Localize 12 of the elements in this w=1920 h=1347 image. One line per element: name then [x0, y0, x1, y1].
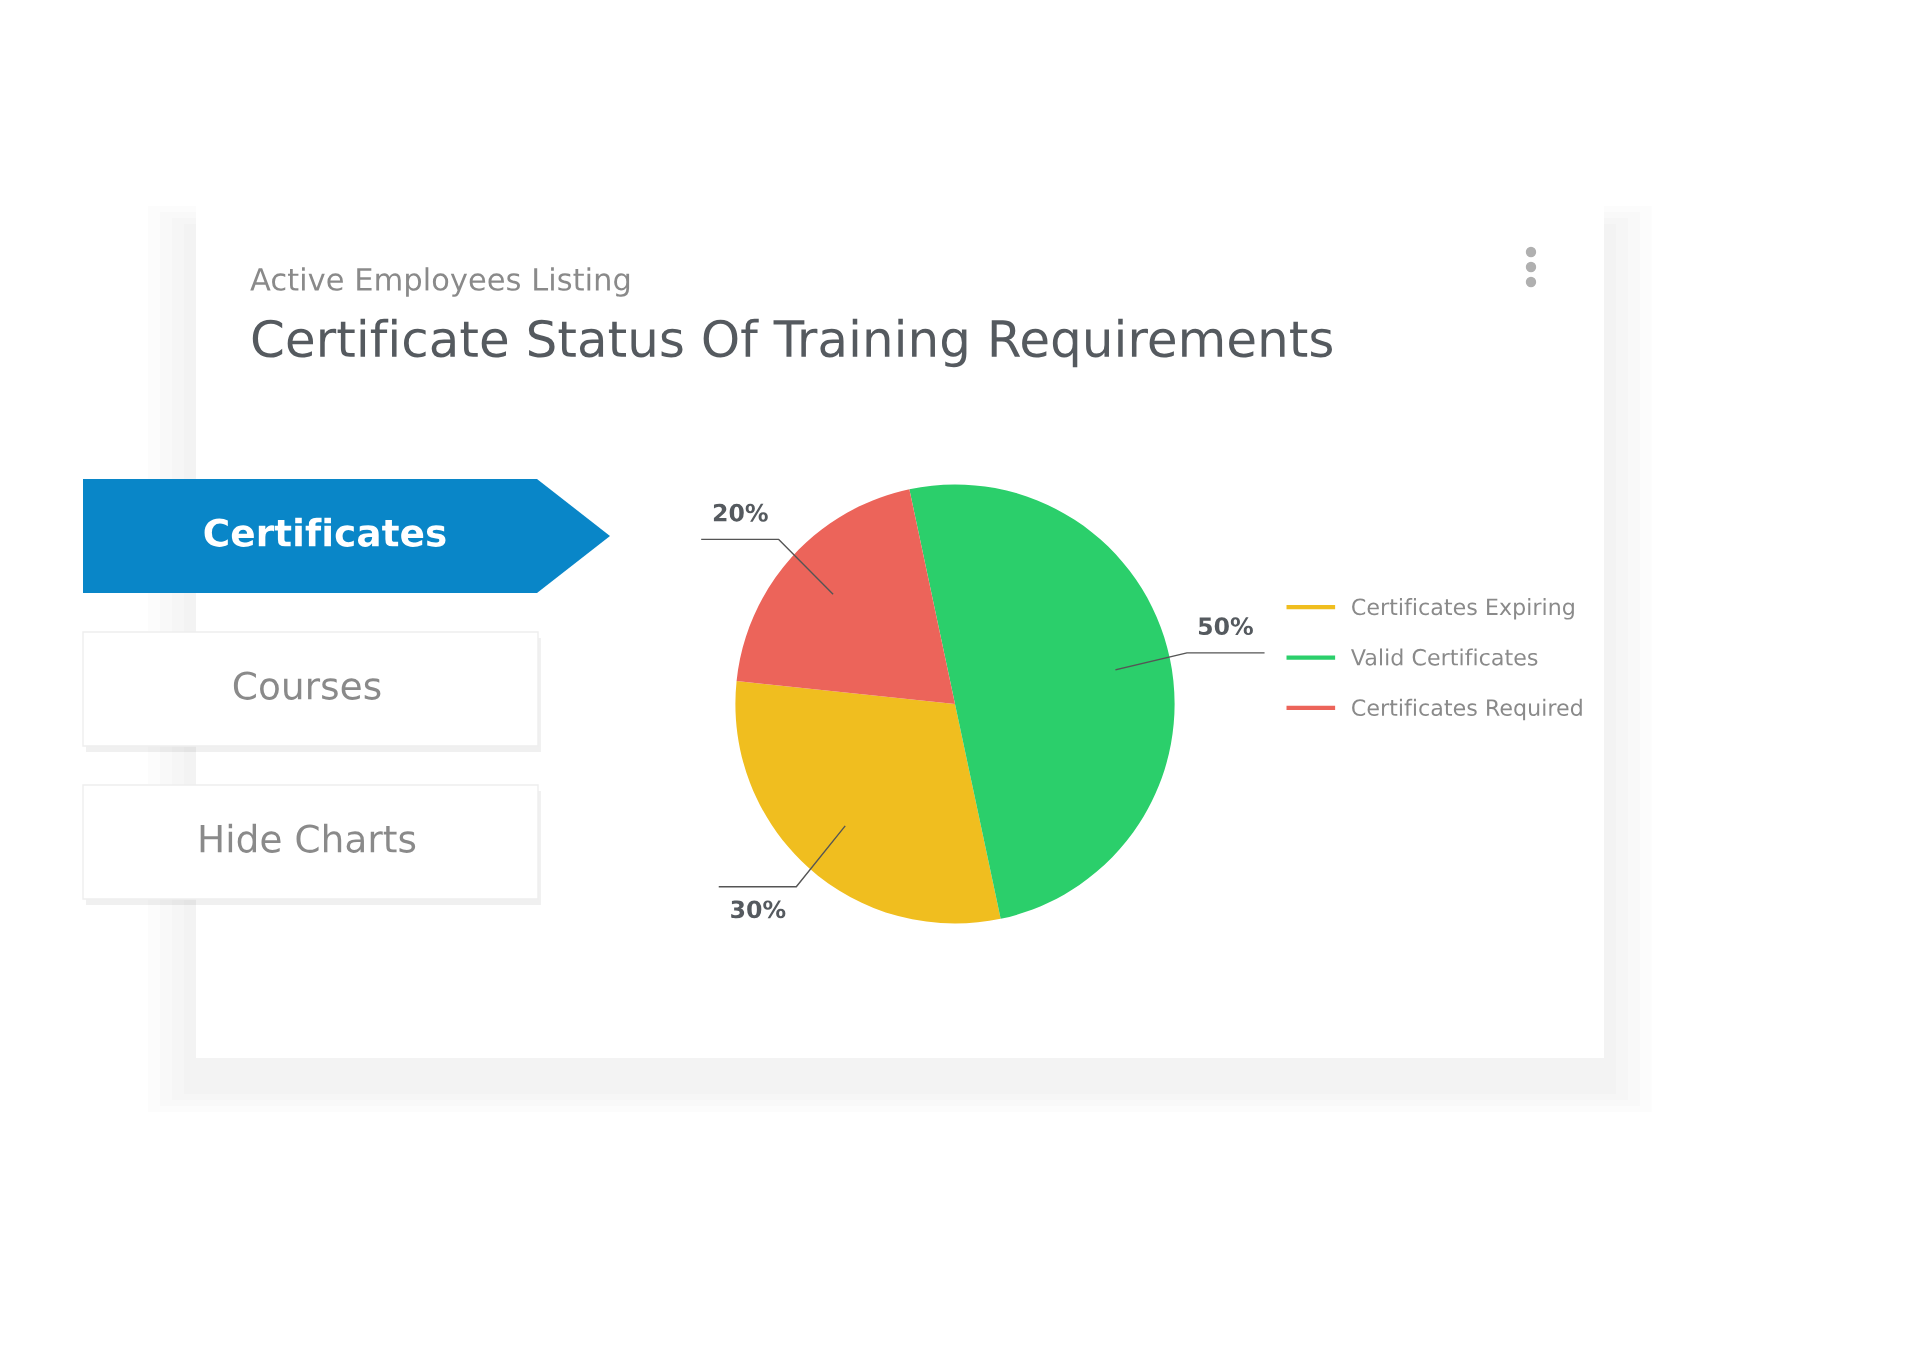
pie-slice — [909, 484, 1175, 919]
legend-label: Valid Certificates — [1351, 648, 1538, 666]
data-label: 50% — [1198, 617, 1253, 636]
chart-title: Certificate Status Of Training Requirements — [252, 318, 1332, 368]
data-label: 20% — [713, 503, 768, 522]
legend-label: Certificates Required — [1352, 698, 1582, 721]
text: Courses — [233, 671, 381, 700]
text: Active Employees Listing — [250, 267, 630, 297]
legend-label: Certificates Expiring — [1352, 598, 1574, 620]
text: Certificates — [204, 517, 446, 547]
text: Hide Charts — [200, 823, 416, 853]
data-label: 30% — [731, 900, 786, 919]
